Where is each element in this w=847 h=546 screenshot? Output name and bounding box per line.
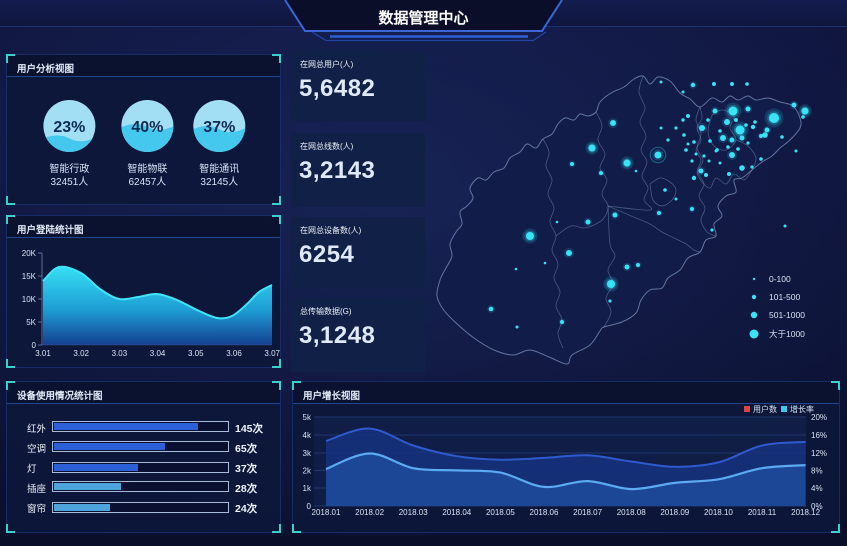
svg-text:501-1000: 501-1000 xyxy=(769,310,805,320)
svg-text:5K: 5K xyxy=(26,318,36,327)
svg-text:5k: 5k xyxy=(303,413,312,422)
svg-text:0-100: 0-100 xyxy=(769,274,791,284)
svg-text:23%: 23% xyxy=(53,119,85,136)
svg-text:2018.07: 2018.07 xyxy=(573,508,602,517)
svg-text:2018.08: 2018.08 xyxy=(617,508,646,517)
svg-text:智能物联: 智能物联 xyxy=(127,162,167,175)
svg-text:4%: 4% xyxy=(811,484,823,493)
svg-text:3.03: 3.03 xyxy=(112,349,128,358)
svg-text:32145人: 32145人 xyxy=(200,176,238,188)
svg-text:2k: 2k xyxy=(303,467,312,476)
svg-text:12%: 12% xyxy=(811,449,827,458)
svg-text:2018.05: 2018.05 xyxy=(486,508,515,517)
svg-text:2018.10: 2018.10 xyxy=(704,508,733,517)
svg-text:3.07: 3.07 xyxy=(264,349,280,358)
svg-text:增长率: 增长率 xyxy=(790,404,814,414)
svg-text:0: 0 xyxy=(32,341,37,350)
svg-text:62457人: 62457人 xyxy=(128,176,166,188)
svg-text:3.02: 3.02 xyxy=(73,349,89,358)
svg-text:32451人: 32451人 xyxy=(50,176,88,188)
svg-text:2018.02: 2018.02 xyxy=(355,508,384,517)
svg-text:3k: 3k xyxy=(303,449,312,458)
svg-text:20%: 20% xyxy=(811,413,827,422)
svg-text:大于1000: 大于1000 xyxy=(769,329,805,339)
svg-text:20K: 20K xyxy=(22,249,37,258)
svg-text:2018.03: 2018.03 xyxy=(399,508,428,517)
svg-text:0%: 0% xyxy=(811,502,823,511)
svg-text:4k: 4k xyxy=(303,431,312,440)
svg-text:16%: 16% xyxy=(811,431,827,440)
svg-text:2018.11: 2018.11 xyxy=(748,508,777,517)
svg-text:2018.09: 2018.09 xyxy=(660,508,689,517)
svg-text:3.06: 3.06 xyxy=(226,349,242,358)
svg-text:3.04: 3.04 xyxy=(150,349,166,358)
svg-text:40%: 40% xyxy=(131,119,163,136)
svg-text:37%: 37% xyxy=(203,119,235,136)
svg-text:2018.12: 2018.12 xyxy=(791,508,820,517)
svg-text:2018.04: 2018.04 xyxy=(442,508,471,517)
svg-text:10K: 10K xyxy=(22,295,37,304)
svg-text:智能通讯: 智能通讯 xyxy=(199,162,239,175)
svg-text:2018.01: 2018.01 xyxy=(312,508,341,517)
svg-text:3.05: 3.05 xyxy=(188,349,204,358)
svg-text:15K: 15K xyxy=(22,272,37,281)
svg-text:用户数: 用户数 xyxy=(753,404,777,414)
svg-text:0: 0 xyxy=(307,502,312,511)
svg-text:3.01: 3.01 xyxy=(35,349,51,358)
svg-text:2018.06: 2018.06 xyxy=(530,508,559,517)
svg-text:101-500: 101-500 xyxy=(769,292,800,302)
svg-text:智能行政: 智能行政 xyxy=(49,162,89,175)
svg-text:1k: 1k xyxy=(303,484,312,493)
svg-text:8%: 8% xyxy=(811,467,823,476)
